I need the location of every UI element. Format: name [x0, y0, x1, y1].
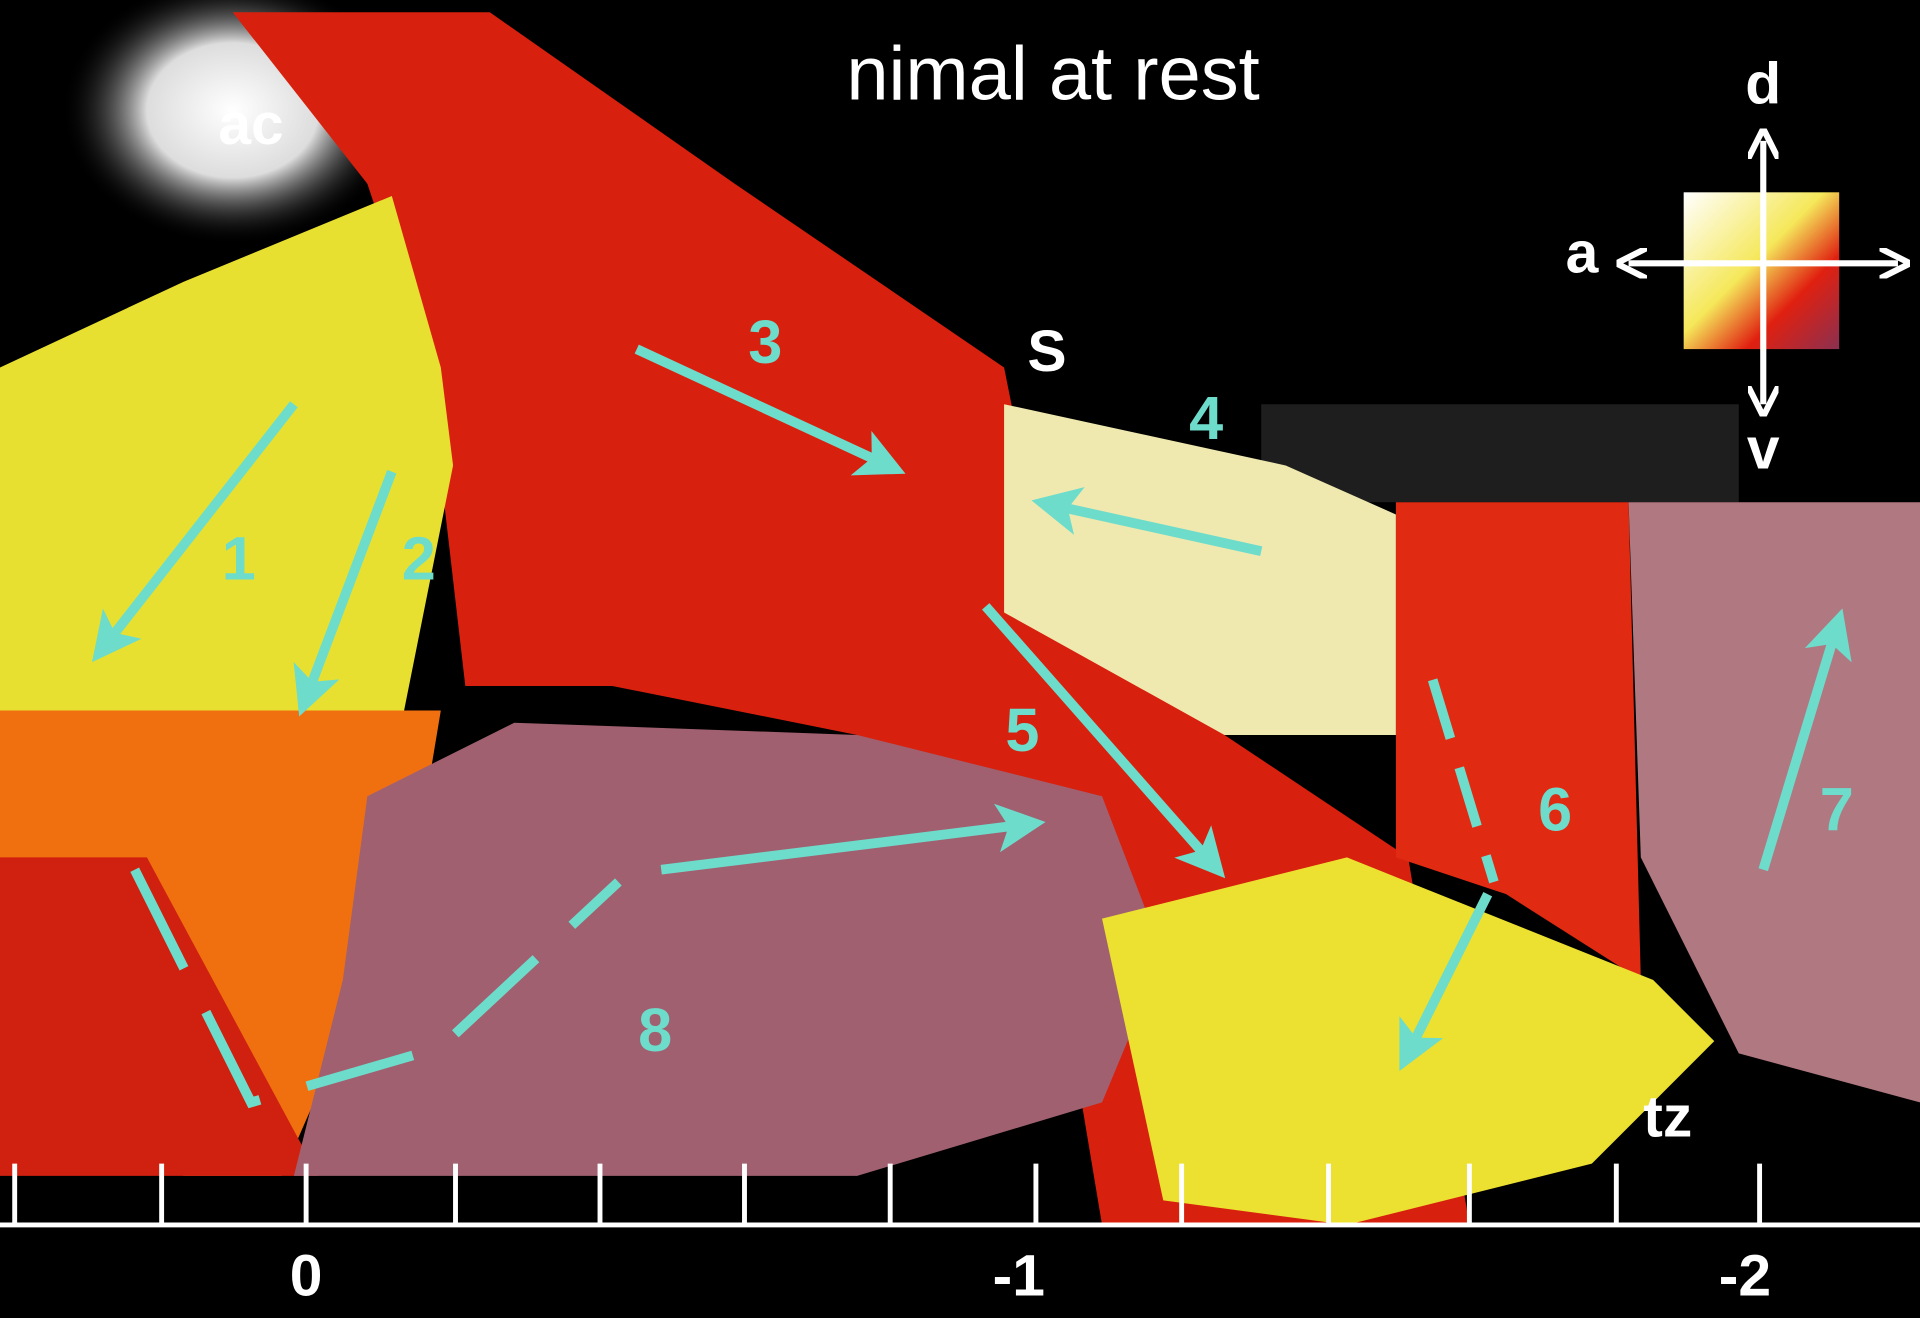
orientation-label: v [1747, 417, 1780, 482]
scale-label: -2 [1719, 1244, 1771, 1309]
arrow-number: 8 [638, 996, 672, 1064]
scale-label: 0 [290, 1244, 323, 1309]
arrow-number: 7 [1820, 776, 1854, 844]
region-label: ac [218, 92, 283, 157]
arrow-number: 5 [1005, 696, 1039, 764]
orientation-label: a [1566, 221, 1600, 286]
region-label: S [1027, 319, 1066, 384]
figure: nimal at rest ac S tz d a v 1 2 3 4 5 6 … [0, 0, 1920, 1318]
region-label: tz [1643, 1084, 1692, 1149]
arrow-number: 4 [1189, 384, 1223, 452]
scale-label: -1 [993, 1244, 1045, 1309]
arrow-number: 1 [222, 525, 256, 593]
arrow-number: 6 [1538, 776, 1572, 844]
arrow-number: 3 [748, 308, 782, 376]
orientation-label: d [1745, 52, 1781, 117]
arrow-number: 2 [402, 525, 436, 593]
title: nimal at rest [846, 32, 1259, 117]
pink-region [294, 723, 1163, 1176]
page: nimal at rest ac S tz d a v 1 2 3 4 5 6 … [0, 0, 1920, 1318]
